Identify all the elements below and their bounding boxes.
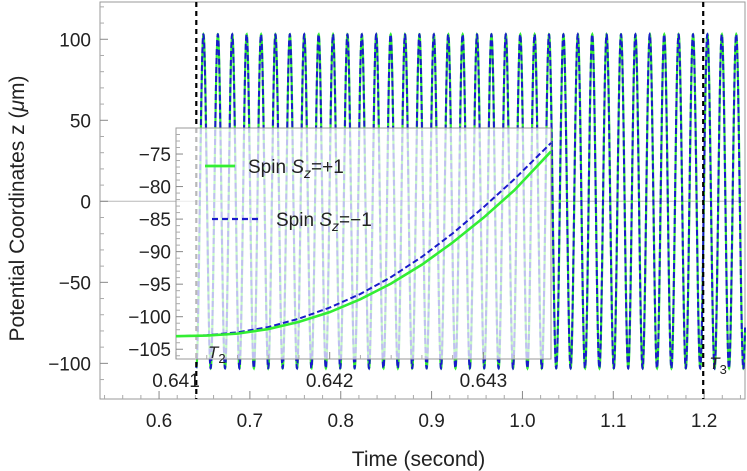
inset-y-tick-label: −85	[139, 210, 171, 231]
x-tick-label: 0.9	[418, 411, 444, 432]
inset-y-tick-label: −105	[128, 340, 171, 361]
x-axis-label: Time (second)	[352, 448, 485, 471]
vline-label-T3: T3	[709, 354, 727, 377]
legend-label-spin-minus1: Spin Sz=−1	[276, 210, 372, 234]
y-tick-label: 50	[70, 111, 91, 132]
inset-frame	[175, 127, 552, 360]
inset-y-tick-label: −95	[139, 275, 171, 296]
x-tick-label: 1.2	[691, 411, 717, 432]
inset-y-tick-label: −90	[139, 243, 171, 264]
x-tick-label: 0.6	[146, 411, 172, 432]
inset-y-tick-label: −75	[139, 145, 171, 166]
legend-label-spin-plus1: Spin Sz=+1	[248, 157, 344, 181]
y-axis-label: Potential Coordinates z (μm)	[6, 76, 29, 342]
inset-y-tick-label: −100	[128, 308, 171, 329]
inset-x-tick-label: 0.641	[152, 371, 200, 392]
inset-series-spin-plus1-line	[175, 150, 552, 338]
y-tick-label: −50	[59, 273, 91, 294]
x-tick-label: 1.0	[509, 411, 535, 432]
inset-x-tick-label: 0.642	[306, 371, 354, 392]
x-tick-label: 1.1	[600, 411, 626, 432]
inset-y-tick-label: −80	[139, 178, 171, 199]
x-tick-label: 0.8	[328, 411, 354, 432]
y-tick-label: 100	[59, 30, 91, 51]
vline-label-T2: T2	[208, 343, 226, 366]
plot-frame	[99, 1, 746, 400]
y-tick-label: 0	[80, 192, 91, 213]
x-tick-label: 0.7	[237, 411, 263, 432]
inset-series-spin-minus1-line	[175, 142, 552, 338]
y-tick-label: −100	[48, 354, 91, 375]
inset-x-tick-label: 0.643	[460, 371, 508, 392]
